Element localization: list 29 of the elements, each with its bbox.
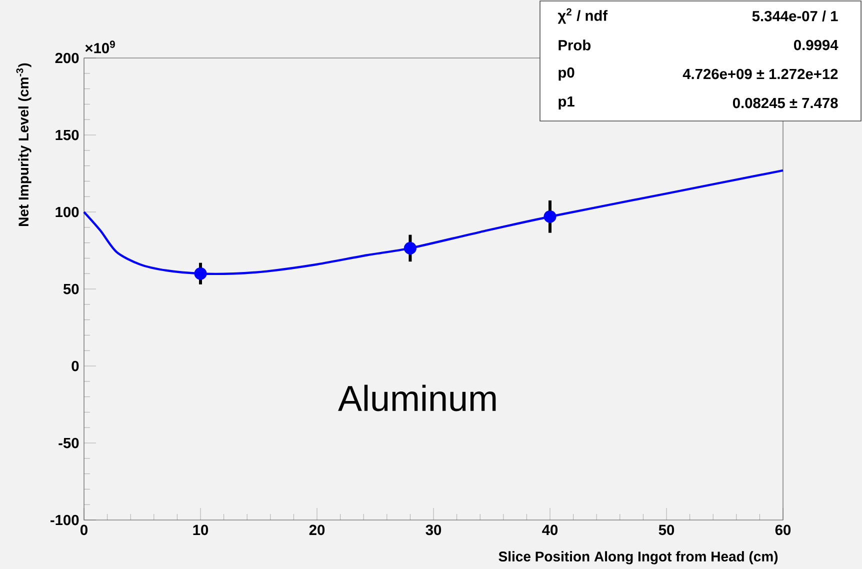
y-axis-title: Net Impurity Level (cm$^{-3}$) [16,63,32,226]
y-tick-label: 0 [72,360,79,372]
y-tick-label: -50 [58,438,79,448]
y-tick-label: 100 [56,206,79,218]
x-axis-title: Slice Position Along Ingot from Head (cm) [498,551,778,564]
y-tick-label: 200 [55,52,79,64]
text: 5.344e-07 / 1 [752,10,838,22]
x-tick-label: 30 [426,524,442,536]
text: 0.9994 [794,40,838,50]
x-tick-label: 10 [193,524,208,536]
x-tick-label: 50 [658,524,674,536]
x-tick-label: 60 [775,524,791,536]
annotation: p1 [558,96,574,110]
text: Prob [558,40,591,50]
annotation: 4.726e+09 ± 1.272e+12 [682,68,838,80]
y-tick-label: 150 [56,130,79,140]
x-tick-label: 0 [80,524,88,536]
text: χ$^{2}$ / ndf [558,8,608,24]
text: ×10$^{9}$ [85,40,115,54]
y-tick-label: 50 [63,284,79,294]
point [544,210,556,223]
annotation: 0.08245 ± 7.478 [732,98,838,108]
x-tick-label: 40 [542,524,558,536]
annotation: p0 [558,67,574,81]
x-tick-label: 20 [309,524,325,536]
point [404,242,416,254]
point [194,267,207,280]
y-tick-label: -100 [50,514,79,526]
annotation: Aluminum [338,384,496,412]
